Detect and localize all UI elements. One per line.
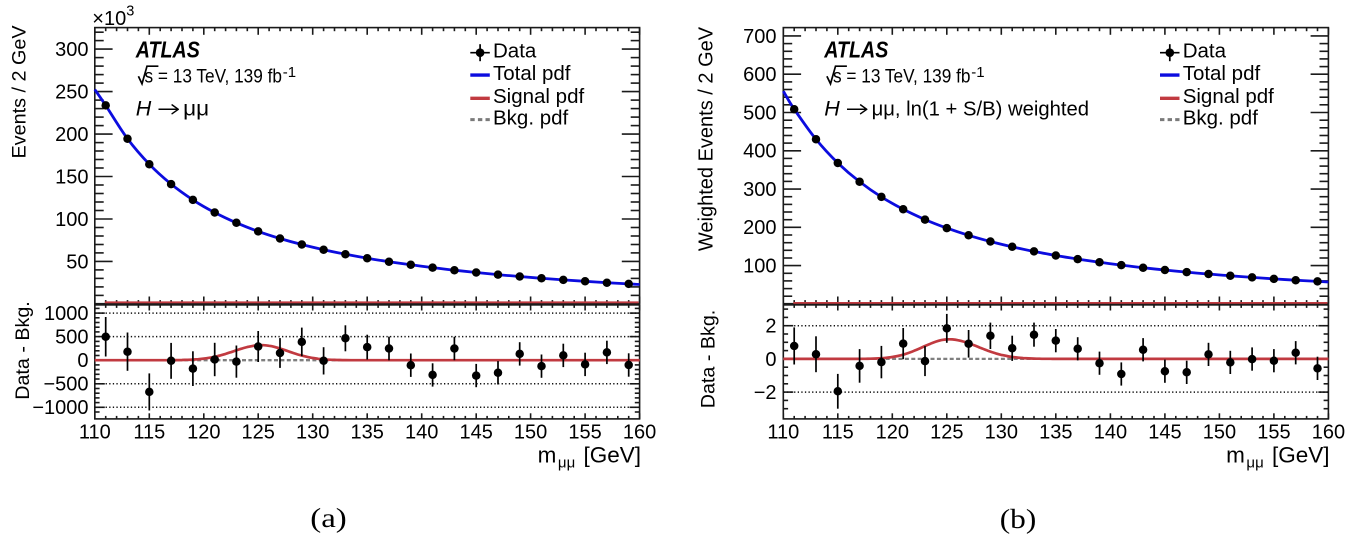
svg-text:100: 100 xyxy=(55,209,88,231)
svg-text:150: 150 xyxy=(1203,421,1236,443)
svg-text:200: 200 xyxy=(55,124,88,146)
svg-text:H: H xyxy=(824,97,840,121)
svg-text:500: 500 xyxy=(55,327,88,349)
svg-text:Bkg. pdf: Bkg. pdf xyxy=(493,106,569,129)
svg-text:(b): (b) xyxy=(1000,504,1037,534)
svg-text:Weighted Events / 2 GeV: Weighted Events / 2 GeV xyxy=(695,26,717,251)
svg-text:600: 600 xyxy=(743,64,776,86)
svg-text:120: 120 xyxy=(876,421,909,443)
svg-text:(a): (a) xyxy=(310,503,347,533)
svg-text:700: 700 xyxy=(743,26,776,48)
svg-text:Bkg. pdf: Bkg. pdf xyxy=(1183,106,1259,129)
svg-text:145: 145 xyxy=(1148,421,1181,443)
svg-text:150: 150 xyxy=(514,421,547,443)
svg-text:−2: −2 xyxy=(754,382,777,404)
svg-text:135: 135 xyxy=(1039,421,1072,443)
svg-text:ATLAS: ATLAS xyxy=(135,37,200,63)
svg-text:s = 13 TeV, 139 fb: s = 13 TeV, 139 fb xyxy=(833,66,971,88)
svg-text:Data: Data xyxy=(1183,40,1227,63)
svg-text:Data - Bkg.: Data - Bkg. xyxy=(12,301,34,399)
svg-text:ATLAS: ATLAS xyxy=(823,37,888,63)
svg-text:300: 300 xyxy=(743,179,776,201)
svg-text:Events / 2 GeV: Events / 2 GeV xyxy=(9,25,31,159)
svg-text:μμ, ln(1 + S/B) weighted: μμ, ln(1 + S/B) weighted xyxy=(872,98,1089,121)
svg-text:160: 160 xyxy=(623,421,656,443)
svg-text:-1: -1 xyxy=(283,64,296,81)
svg-text:200: 200 xyxy=(743,217,776,239)
svg-text:110: 110 xyxy=(79,421,111,443)
svg-text:140: 140 xyxy=(405,421,438,443)
svg-text:155: 155 xyxy=(1257,421,1290,443)
svg-text:115: 115 xyxy=(133,421,165,443)
svg-text:Signal pdf: Signal pdf xyxy=(493,85,584,108)
svg-text:s = 13 TeV, 139 fb: s = 13 TeV, 139 fb xyxy=(145,66,283,88)
svg-text:300: 300 xyxy=(55,39,88,61)
svg-text:0: 0 xyxy=(765,349,776,371)
svg-text:0: 0 xyxy=(77,350,88,372)
svg-text:mμμ [GeV]: m μμ [GeV] xyxy=(538,443,641,472)
svg-text:110: 110 xyxy=(767,421,799,443)
svg-text:130: 130 xyxy=(296,421,329,443)
svg-text:-1: -1 xyxy=(971,64,984,81)
svg-text:1000: 1000 xyxy=(44,303,89,325)
svg-text:155: 155 xyxy=(568,421,601,443)
svg-text:−500: −500 xyxy=(43,374,88,396)
svg-text:50: 50 xyxy=(66,251,88,273)
svg-text:400: 400 xyxy=(743,141,776,163)
svg-text:Data - Bkg.: Data - Bkg. xyxy=(698,310,720,408)
svg-text:135: 135 xyxy=(351,421,384,443)
svg-text:250: 250 xyxy=(55,82,88,104)
svg-text:Total pdf: Total pdf xyxy=(1183,62,1261,85)
svg-text:120: 120 xyxy=(187,421,220,443)
svg-text:mμμ [GeV]: m μμ [GeV] xyxy=(1226,443,1329,472)
svg-text:140: 140 xyxy=(1094,421,1127,443)
svg-text:Signal pdf: Signal pdf xyxy=(1183,85,1274,108)
svg-text:125: 125 xyxy=(930,421,963,443)
svg-text:2: 2 xyxy=(765,316,776,338)
svg-text:145: 145 xyxy=(460,421,493,443)
svg-text:150: 150 xyxy=(55,166,88,188)
svg-text:100: 100 xyxy=(743,256,776,278)
svg-text:115: 115 xyxy=(822,421,854,443)
svg-text:μμ: μμ xyxy=(183,98,209,121)
svg-text:Total pdf: Total pdf xyxy=(493,62,571,85)
svg-text:−1000: −1000 xyxy=(32,397,88,419)
svg-text:130: 130 xyxy=(985,421,1018,443)
svg-text:500: 500 xyxy=(743,102,776,124)
svg-text:160: 160 xyxy=(1312,421,1345,443)
svg-text:H: H xyxy=(136,97,152,121)
svg-text:125: 125 xyxy=(242,421,275,443)
svg-text:Data: Data xyxy=(493,40,537,63)
